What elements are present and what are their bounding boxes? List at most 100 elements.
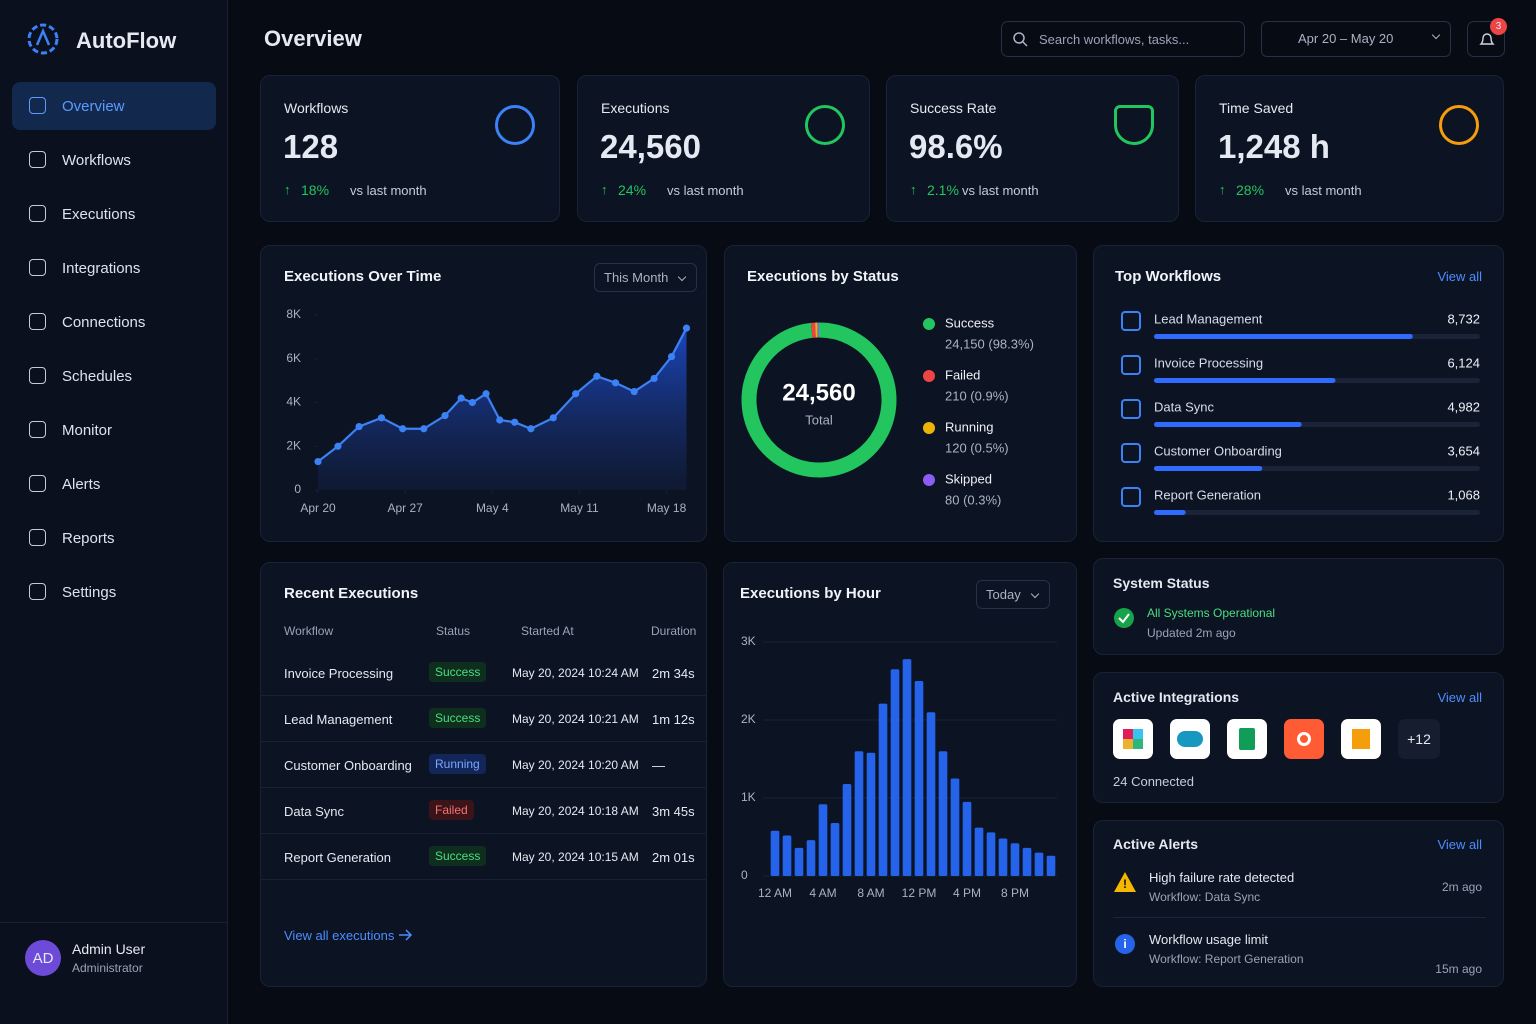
point bbox=[527, 425, 535, 433]
row-icon bbox=[1121, 355, 1141, 375]
nav-item[interactable]: Connections bbox=[62, 313, 146, 331]
bar-track bbox=[1154, 510, 1480, 515]
nav-item[interactable]: Alerts bbox=[62, 475, 101, 493]
more-integrations[interactable]: +12 bbox=[1398, 719, 1440, 759]
x-tick-label: May 11 bbox=[560, 501, 599, 515]
center-value: 24,560 bbox=[782, 379, 855, 406]
nav-item[interactable]: Reports bbox=[62, 529, 115, 547]
row-label: Data Sync bbox=[1154, 399, 1214, 414]
hubspot-icon[interactable] bbox=[1284, 719, 1324, 759]
point bbox=[667, 352, 676, 361]
alert-detail: Workflow: Report Generation bbox=[1149, 952, 1304, 966]
legend-name: Success bbox=[945, 315, 995, 330]
card-title: Executions by Status bbox=[747, 268, 899, 285]
view-all-executions[interactable]: View all executions bbox=[284, 928, 395, 943]
bar bbox=[854, 751, 864, 876]
top-workflows-card: Top Workflows View all Lead Management 8,… bbox=[1093, 245, 1504, 542]
card-title: Top Workflows bbox=[1115, 268, 1222, 285]
nav-item[interactable]: Overview bbox=[12, 82, 216, 130]
table-row[interactable]: Report Generation Success May 20, 2024 10:… bbox=[261, 834, 706, 880]
nav-item[interactable]: Executions bbox=[62, 205, 136, 223]
column-header: Workflow bbox=[284, 624, 334, 638]
legend-value: 80 (0.3%) bbox=[945, 492, 1001, 507]
card-title: System Status bbox=[1113, 575, 1210, 591]
duration: 3m 45s bbox=[652, 804, 695, 819]
view-all[interactable]: View all bbox=[1437, 269, 1482, 284]
x-tick-label: 4 PM bbox=[953, 886, 981, 900]
bar bbox=[1154, 334, 1413, 339]
salesforce-icon[interactable] bbox=[1170, 719, 1210, 759]
table-row[interactable]: Invoice Processing Success May 20, 2024 10… bbox=[261, 650, 706, 696]
area bbox=[318, 328, 687, 490]
kpi-arrow: ↑ bbox=[1219, 182, 1226, 197]
table-row[interactable]: Customer Onboarding Running May 20, 2024 1… bbox=[261, 742, 706, 788]
point bbox=[496, 416, 504, 424]
point bbox=[511, 418, 519, 426]
workflow-name: Customer Onboarding bbox=[284, 758, 412, 773]
filter[interactable]: This Month bbox=[594, 263, 698, 292]
date-range[interactable]: Apr 20 – May 20 bbox=[1261, 21, 1451, 57]
user-name[interactable]: Admin User bbox=[72, 941, 146, 957]
row-value: 8,732 bbox=[1447, 311, 1480, 326]
alerts-card: Active Alerts View all ! i High failure … bbox=[1093, 820, 1504, 987]
row-icon bbox=[1121, 399, 1141, 419]
alert-title[interactable]: High failure rate detected bbox=[1149, 870, 1295, 885]
kpi-change-text: vs last month bbox=[962, 183, 1039, 198]
point bbox=[549, 414, 557, 422]
card-title: Executions by Hour bbox=[740, 585, 881, 602]
point bbox=[314, 457, 322, 466]
started-at: May 20, 2024 10:21 AM bbox=[512, 712, 639, 726]
nav-icon bbox=[29, 475, 46, 492]
card-title: Active Integrations bbox=[1113, 689, 1240, 705]
nav-item[interactable]: Schedules bbox=[62, 367, 133, 385]
bar bbox=[818, 804, 828, 876]
info-icon: i bbox=[1115, 934, 1135, 954]
view-all[interactable]: View all bbox=[1437, 690, 1482, 705]
slack-icon[interactable] bbox=[1113, 719, 1153, 759]
column-header: Status bbox=[436, 624, 471, 638]
alert-title[interactable]: Workflow usage limit bbox=[1149, 932, 1268, 947]
workflow-name: Data Sync bbox=[284, 804, 344, 819]
view-all[interactable]: View all bbox=[1437, 837, 1482, 852]
top-workflows-bars: Lead Management 8,732 Invoice Processing 6,… bbox=[1121, 311, 1480, 515]
sheets-icon[interactable] bbox=[1227, 719, 1267, 759]
table-row[interactable]: Data Sync Failed May 20, 2024 10:18 AM 3m 4… bbox=[261, 788, 706, 834]
notifications[interactable]: 3 bbox=[1467, 18, 1507, 57]
box-icon[interactable] bbox=[1341, 719, 1381, 759]
bar bbox=[938, 751, 948, 876]
bar bbox=[986, 832, 996, 876]
y-tick-label: 0 bbox=[294, 482, 301, 496]
x-tick-label: 4 AM bbox=[809, 886, 836, 900]
kpi-icon bbox=[805, 105, 845, 145]
filter[interactable]: Today bbox=[976, 580, 1050, 609]
nav-item[interactable]: Workflows bbox=[62, 151, 131, 169]
bar bbox=[914, 681, 924, 876]
y-tick-label: 2K bbox=[286, 438, 301, 452]
nav-icon bbox=[29, 205, 46, 222]
point bbox=[630, 387, 638, 396]
bar bbox=[890, 669, 900, 876]
x-tick-label: May 18 bbox=[647, 501, 687, 515]
kpi-card: Time Saved 1,248 h ↑ 28% vs last month bbox=[1195, 75, 1504, 222]
nav-icon bbox=[29, 259, 46, 276]
kpi-label: Time Saved bbox=[1219, 100, 1294, 116]
kpi-icon bbox=[1439, 105, 1479, 145]
point bbox=[441, 412, 449, 420]
search[interactable]: Search workflows, tasks... bbox=[1001, 21, 1245, 57]
duration: 1m 12s bbox=[652, 712, 695, 727]
point bbox=[482, 390, 490, 398]
arrow-icon bbox=[399, 929, 413, 941]
nav-item[interactable]: Monitor bbox=[62, 421, 113, 439]
nav-item[interactable]: Integrations bbox=[62, 259, 141, 277]
row-icon bbox=[1121, 487, 1141, 507]
table-row[interactable]: Lead Management Success May 20, 2024 10:21… bbox=[261, 696, 706, 742]
hour-chart: 0 1K 2K 3K 12 AM 4 AM 8 AM 12 PM 4 PM 8 PM bbox=[741, 634, 1057, 900]
status-text: All Systems Operational bbox=[1147, 606, 1276, 620]
kpi-arrow: ↑ bbox=[284, 182, 291, 197]
y-tick-label: 4K bbox=[286, 395, 301, 409]
legend-name: Failed bbox=[945, 367, 980, 382]
nav-item[interactable]: Settings bbox=[62, 583, 117, 601]
kpi-label: Success Rate bbox=[910, 100, 997, 116]
row-value: 4,982 bbox=[1447, 399, 1480, 414]
